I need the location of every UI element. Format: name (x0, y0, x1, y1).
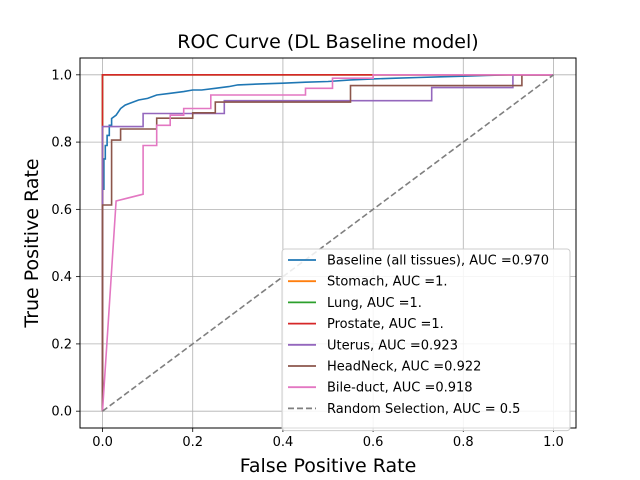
series-line-1 (101, 74, 554, 412)
series-layer (101, 74, 554, 412)
legend-label-6: HeadNeck, AUC =0.922 (327, 360, 481, 375)
legend-label-2: Stomach, AUC =1. (327, 275, 448, 290)
x-tick-label: 0.6 (363, 435, 384, 450)
legend-box (281, 248, 571, 432)
x-axis-title: False Positive Rate (240, 455, 417, 477)
x-tick-label: 1.0 (543, 435, 564, 450)
y-tick-label: 0.2 (51, 337, 72, 352)
legend-label-8: Random Selection, AUC = 0.5 (327, 402, 520, 417)
x-tick-label: 0.2 (182, 435, 203, 450)
legend-label-5: Uterus, AUC =0.923 (327, 338, 458, 353)
x-tick-label: 0.8 (453, 435, 474, 450)
axis-ticks: 0.0 0.2 0.4 0.6 0.8 1.0 0.0 0.2 0.4 0.6 0.8 1.0 (51, 68, 563, 450)
x-tick-label: 0.0 (92, 435, 113, 450)
y-tick-label: 0.8 (51, 136, 72, 151)
legend-label-3: Lung, AUC =1. (327, 296, 422, 311)
y-tick-label: 0.4 (51, 270, 72, 285)
legend: Baseline (all tissues), AUC =0.970 Stomac… (281, 248, 571, 432)
x-tick-label: 0.4 (273, 435, 294, 450)
y-axis-title: True Positive Rate (21, 158, 43, 328)
y-tick-label: 0.6 (51, 203, 72, 218)
legend-label-1: Baseline (all tissues), AUC =0.970 (327, 254, 549, 269)
legend-label-7: Bile-duct, AUC =0.918 (327, 381, 473, 396)
series-line-5 (101, 74, 554, 412)
y-tick-label: 1.0 (51, 68, 72, 83)
series-line-7 (101, 74, 554, 412)
series-line-6 (101, 74, 554, 412)
y-tick-label: 0.0 (51, 405, 72, 420)
chart-title: ROC Curve (DL Baseline model) (177, 31, 478, 53)
legend-label-4: Prostate, AUC =1. (327, 317, 444, 332)
series-line-8 (102, 74, 554, 412)
